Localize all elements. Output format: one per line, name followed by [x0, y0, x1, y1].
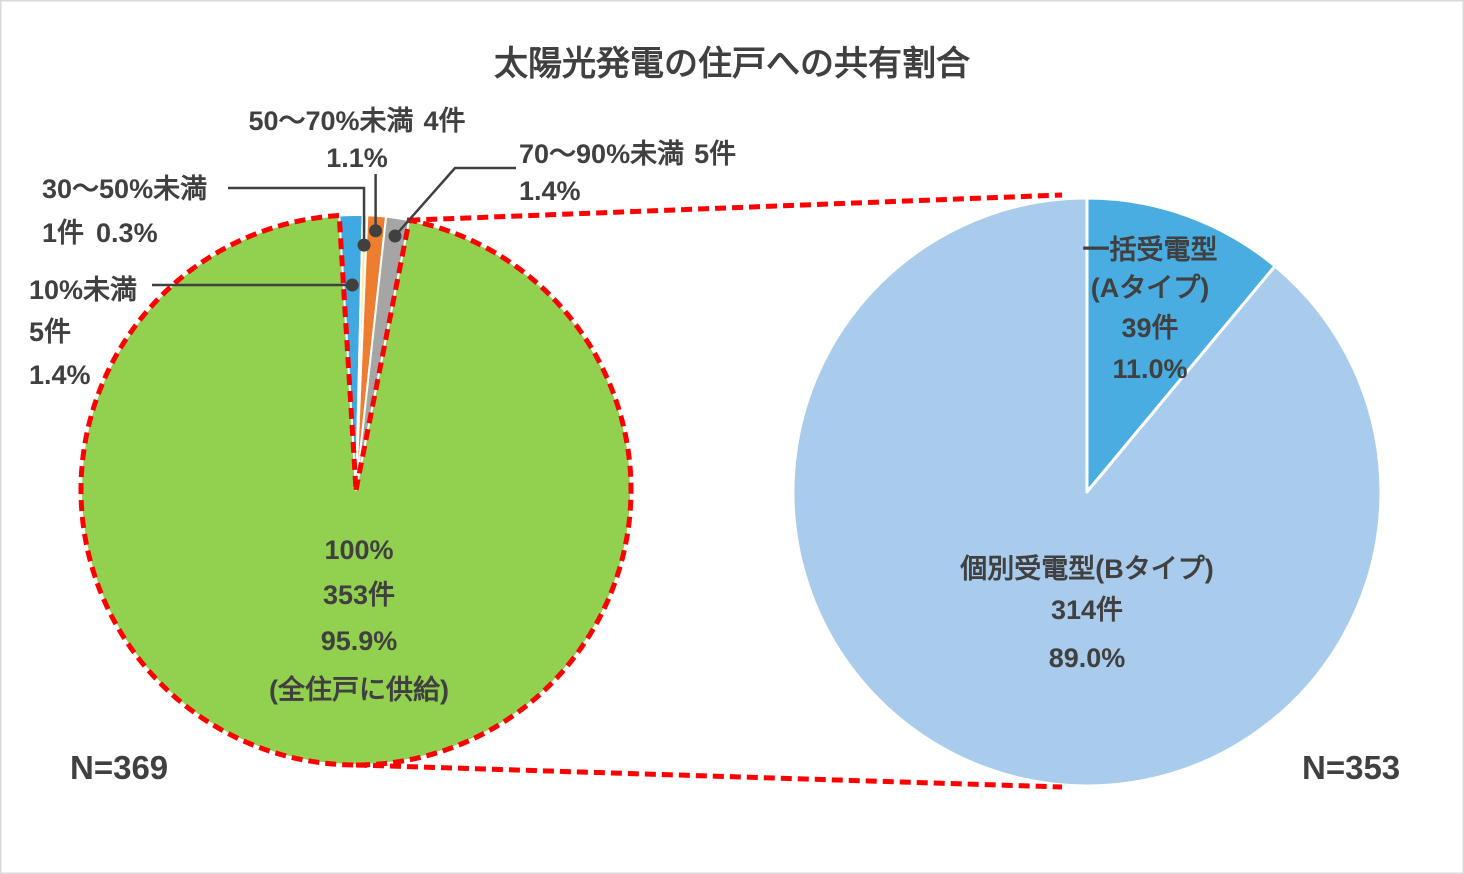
- label-type-a-line-1: 一括受電型: [1083, 234, 1218, 265]
- label-50-70pct-leader-dot: [369, 224, 383, 238]
- label-70-90pct-percent-label: 1.4%: [519, 176, 581, 206]
- label-70-90pct-line-2: 1.4%: [519, 176, 581, 206]
- right-pie: [791, 196, 1383, 788]
- connector-top: [409, 192, 1063, 223]
- label-30-50pct-percent-label: 0.3%: [96, 218, 158, 248]
- chart-title: 太陽光発電の住戸への共有割合: [494, 45, 970, 83]
- label-50-70pct-count-label: 4件: [424, 106, 466, 136]
- label-70-90pct-leader-dot: [388, 229, 402, 243]
- label-100pct-percent-label: 95.9%: [321, 626, 398, 656]
- label-70-90pct-leader-line: [394, 166, 516, 237]
- right-sample-size: N=353: [1302, 749, 1400, 786]
- label-type-b-line-2: 314件: [1051, 595, 1123, 625]
- label-70-90pct-category: 70～90%未満: [519, 139, 684, 169]
- label-30-50pct-line-1: 30～50%未満: [42, 174, 207, 204]
- right-pie-slice-type-a: [1085, 196, 1277, 494]
- right-pie-slice-type-b: [791, 196, 1383, 788]
- label-under-10pct-line-3: 1.4%: [29, 360, 91, 390]
- label-100pct-line-1: 100%: [324, 535, 393, 565]
- label-type-b-subcategory: (Bタイプ): [1095, 554, 1213, 584]
- label-100pct-line-4: (全住戸に供給): [269, 674, 449, 705]
- label-100pct-count-label: 353件: [323, 580, 395, 610]
- label-type-b-percent-label: 89.0%: [1049, 643, 1126, 673]
- label-50-70pct-line-2: 1.1%: [326, 143, 388, 173]
- right-pie-labels: 一括受電型 (Aタイプ) 39件 11.0% 個別受電型(Bタイプ) 314件 89.0%: [959, 234, 1217, 673]
- label-type-a-category: 一括受電型: [1083, 234, 1218, 265]
- label-50-70pct-line-1: 50～70%未満 4件: [248, 106, 465, 136]
- label-100pct-note: (全住戸に供給): [269, 674, 449, 705]
- label-100pct-line-2: 353件: [323, 580, 395, 610]
- expanded-slice-outline: [78, 212, 634, 768]
- label-type-b-count-label: 314件: [1051, 595, 1123, 625]
- label-type-a-line-2: (Aタイプ): [1091, 273, 1209, 303]
- label-under-10pct-leader-dot: [345, 278, 359, 292]
- label-type-b-line-3: 89.0%: [1049, 643, 1126, 673]
- label-under-10pct-category: 10%未満: [29, 275, 137, 305]
- label-type-a-count-label: 39件: [1121, 313, 1178, 343]
- label-type-a-line-3: 39件: [1121, 313, 1178, 343]
- label-30-50pct-leader-dot: [357, 238, 371, 252]
- label-100pct-line-3: 95.9%: [321, 626, 398, 656]
- label-under-10pct-line-2: 5件: [29, 317, 71, 347]
- label-70-90pct-line-1: 70～90%未満 5件: [519, 139, 736, 169]
- label-type-a-subcategory: (Aタイプ): [1091, 273, 1209, 303]
- label-type-a-line-4: 11.0%: [1112, 354, 1187, 384]
- left-sample-size: N=369: [70, 749, 168, 786]
- connector-bottom: [355, 762, 1063, 790]
- label-type-a-percent-label: 11.0%: [1112, 354, 1187, 384]
- label-30-50pct-count-label: 1件: [42, 218, 84, 248]
- label-under-10pct-percent-label: 1.4%: [29, 360, 91, 390]
- label-type-b-category: 個別受電型: [959, 553, 1095, 584]
- left-pie-labels: 10%未満 5件 1.4% 30～50%未満 1件 0.3% 50～70%未満 4件 1.1% 7…: [29, 106, 736, 705]
- label-under-10pct-line-1: 10%未満: [29, 275, 137, 305]
- breakdown-connectors: [355, 192, 1063, 790]
- label-70-90pct-count-label: 5件: [694, 139, 736, 169]
- label-30-50pct-category: 30～50%未満: [42, 174, 207, 204]
- label-50-70pct-category: 50～70%未満: [248, 106, 413, 136]
- label-under-10pct-count-label: 5件: [29, 317, 71, 347]
- label-30-50pct-leader-line: [228, 186, 366, 246]
- label-100pct-category: 100%: [324, 535, 393, 565]
- label-30-50pct-line-2: 1件 0.3%: [42, 218, 158, 248]
- label-50-70pct-percent-label: 1.1%: [326, 143, 388, 173]
- label-type-b-line-1: 個別受電型(Bタイプ): [959, 553, 1213, 584]
